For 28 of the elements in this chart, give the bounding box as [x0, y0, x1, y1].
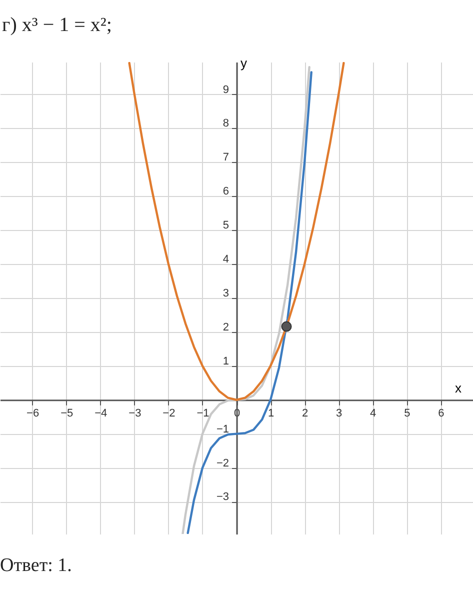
x-tick-label: 6: [438, 407, 444, 420]
y-axis-title: y: [240, 56, 248, 70]
x-tick-label: −6: [26, 407, 40, 420]
chart-title: г) x³ − 1 = x²;: [2, 14, 112, 36]
y-tick-label: 4: [222, 254, 229, 266]
x-tick-label: −2: [162, 407, 176, 420]
x-tick-label: −5: [60, 407, 74, 420]
text: Ответ: 1.: [0, 555, 72, 576]
y-tick-label: 9: [222, 84, 229, 96]
x-tick-label: −3: [128, 407, 142, 420]
y-tick-label: 2: [222, 321, 229, 334]
y-tick-label: −3: [216, 491, 229, 504]
y-tick-label: 6: [222, 186, 229, 198]
y-tick-label: 3: [222, 288, 229, 300]
x-tick-label: −4: [94, 407, 108, 420]
y-tick-label: 7: [222, 152, 229, 164]
y-tick-label: −2: [216, 457, 229, 470]
x-tick-label: −1: [196, 407, 210, 420]
x-tick-label: 3: [336, 407, 342, 420]
x-axis-title: x: [455, 380, 462, 396]
y-tick-label: −1: [216, 423, 229, 436]
x-tick-label: 5: [404, 407, 410, 420]
y-tick-label: 1: [222, 355, 229, 368]
x-tick-label: 2: [302, 407, 308, 420]
x-tick-label: 4: [370, 407, 376, 420]
y-tick-label: 5: [222, 220, 229, 232]
y-tick-label: 8: [222, 118, 229, 130]
x-tick-label: 1: [268, 407, 274, 420]
